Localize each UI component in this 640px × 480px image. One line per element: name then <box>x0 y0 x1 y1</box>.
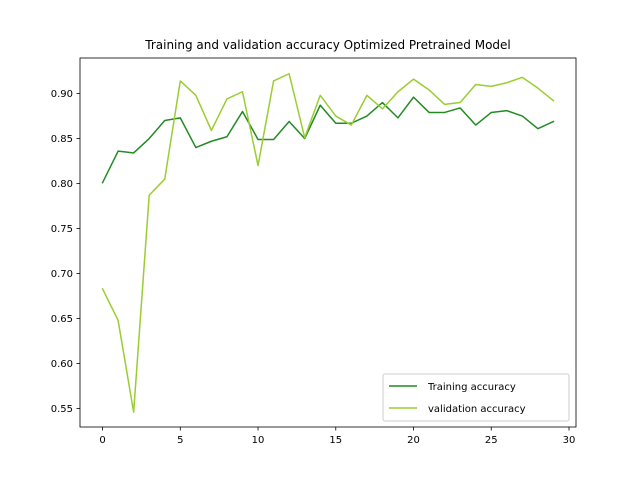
y-tick-label: 0.75 <box>51 224 73 235</box>
series-line-training-accuracy <box>101 96 555 184</box>
axes: 0 5 10 15 20 25 30 0.55 0.60 0.65 0.70 0.75 0.80 0.85… <box>51 57 577 446</box>
axes-frame <box>79 57 577 428</box>
y-tick-label: 0.55 <box>51 404 73 415</box>
series-line-validation-accuracy <box>101 73 555 413</box>
legend-label-validation-accuracy: validation accuracy <box>428 404 526 415</box>
x-tick-label: 30 <box>563 435 576 446</box>
legend-box <box>382 373 570 422</box>
y-tick-label: 0.85 <box>51 134 73 145</box>
y-tick-label: 0.65 <box>51 314 73 325</box>
y-tick-label: 0.90 <box>51 89 73 100</box>
x-tick-label: 25 <box>485 435 498 446</box>
y-tick-label: 0.60 <box>51 359 73 370</box>
plot-area <box>101 73 555 413</box>
y-tick-label: 0.80 <box>51 179 73 190</box>
x-tick-label: 0 <box>99 435 105 446</box>
x-tick-label: 5 <box>177 435 183 446</box>
x-tick-label: 10 <box>252 435 265 446</box>
y-tick-label: 0.70 <box>51 269 73 280</box>
x-tick-label: 15 <box>329 435 342 446</box>
x-tick-label: 20 <box>407 435 420 446</box>
legend-label-training-accuracy: Training accuracy <box>427 382 516 393</box>
legend: Training accuracy validation accuracy <box>382 373 570 422</box>
chart-title: Training and validation accuracy Optimiz… <box>144 38 511 52</box>
